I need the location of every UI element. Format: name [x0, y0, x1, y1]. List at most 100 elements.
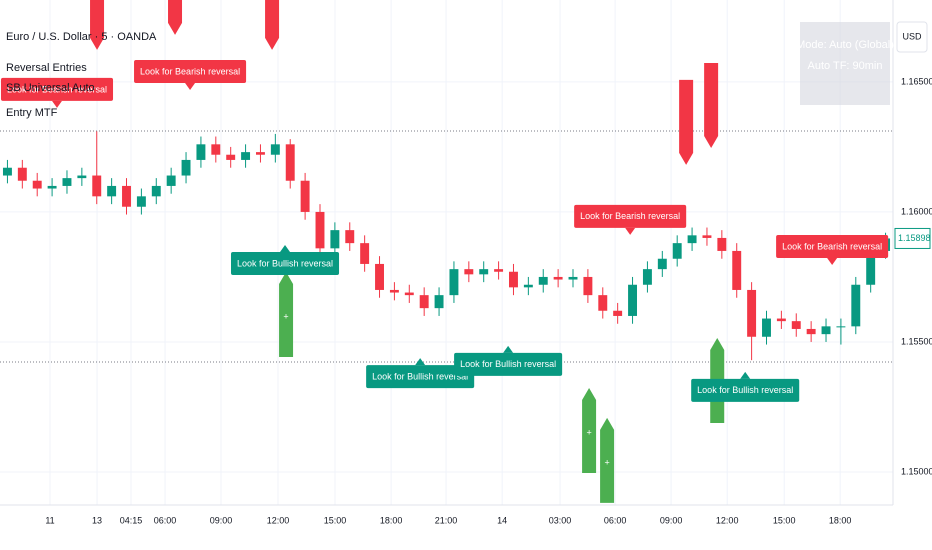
y-tick-label: 1.15000	[901, 466, 932, 476]
annotation: Look for Bullish reversal	[230, 244, 340, 275]
info-box	[800, 22, 890, 105]
chart-title: Euro / U.S. Dollar · 5 · OANDA	[6, 31, 157, 43]
candle-body	[776, 318, 786, 322]
annotation-text: Look for Bullish reversal	[697, 385, 793, 395]
x-tick-label: 09:00	[660, 515, 683, 525]
candle-body	[211, 144, 221, 155]
annotation-pointer	[415, 358, 426, 366]
price-label: 1.15898	[898, 233, 931, 243]
candle-body	[300, 180, 310, 212]
sell-signal	[168, 0, 183, 35]
y-tick-label: 1.16000	[901, 206, 932, 216]
buy-signal	[600, 417, 615, 503]
currency-label[interactable]: USD	[902, 31, 922, 41]
annotation-box	[691, 378, 800, 402]
info-text: Mode: Auto (Global)	[796, 39, 894, 51]
annotation: Look for Bearish reversal	[574, 204, 687, 235]
annotation-pointer	[280, 244, 291, 252]
candle-body	[226, 154, 236, 160]
candle-body	[523, 284, 533, 288]
x-tick-label: 09:00	[210, 515, 233, 525]
annotation-pointer	[185, 82, 196, 90]
candle-body	[32, 180, 42, 189]
candle-body	[598, 295, 608, 311]
annotation-box	[230, 251, 340, 275]
x-tick-label: 15:00	[324, 515, 347, 525]
y-tick-label: 1.16500	[901, 76, 932, 86]
candle-body	[657, 258, 667, 270]
candle-body	[2, 167, 12, 176]
candle-body	[449, 269, 459, 296]
signal-label: +	[283, 311, 288, 321]
candle-body	[672, 243, 682, 259]
candle-body	[136, 196, 146, 207]
annotation-text: Look for Bullish reversal	[372, 371, 468, 381]
candle-body	[538, 276, 548, 285]
annotation-pointer	[827, 257, 838, 265]
candle-body	[360, 243, 370, 264]
candle-body	[255, 152, 265, 155]
candle-body	[151, 185, 161, 197]
annotation: Look for Bullish reversal	[454, 345, 563, 376]
x-tick-label: 13	[92, 515, 102, 525]
x-tick-label: 14	[497, 515, 507, 525]
candle-body	[806, 328, 816, 335]
indicator-name: Reversal Entries	[6, 62, 87, 74]
candle-body	[747, 289, 757, 337]
x-tick-label: 11	[45, 515, 54, 525]
x-tick-label: 04:15	[120, 515, 143, 525]
candle-body	[181, 159, 191, 176]
candle-body	[613, 310, 623, 316]
annotation-text: Look for Bullish reversal	[237, 258, 333, 268]
candle-body	[732, 250, 742, 290]
indicator-name: Entry MTF	[6, 107, 58, 119]
x-tick-label: 12:00	[267, 515, 290, 525]
annotation: Look for Bullish reversal	[691, 371, 800, 402]
x-tick-label: 06:00	[604, 515, 627, 525]
candle-body	[553, 276, 563, 280]
candle-body	[315, 211, 325, 249]
signal-label: +	[604, 457, 609, 467]
candle-body	[702, 235, 712, 238]
info-text: Auto TF: 90min	[808, 60, 883, 72]
annotation-text: Look for Bearish reversal	[580, 211, 680, 221]
candle-body	[166, 175, 176, 186]
x-tick-label: 21:00	[435, 515, 458, 525]
annotation-text: Look for Bearish reversal	[782, 241, 882, 251]
x-tick-label: 18:00	[829, 515, 852, 525]
annotation: Look for Bearish reversal	[0, 77, 114, 108]
candle-body	[568, 276, 578, 280]
candle-body	[92, 175, 102, 197]
annotation-box	[776, 234, 889, 258]
indicator-name: SB Universal Auto	[6, 82, 95, 94]
buy-signal	[279, 272, 294, 358]
candle-body	[47, 185, 57, 189]
y-tick-label: 1.15500	[901, 336, 932, 346]
candle-body	[241, 152, 251, 160]
annotation-box	[134, 59, 247, 83]
candle-body	[509, 271, 518, 288]
annotation-pointer	[503, 345, 514, 353]
annotation-text: Look for Bullish reversal	[460, 359, 556, 369]
candle-body	[851, 284, 861, 327]
candle-body	[717, 237, 727, 251]
annotation-pointer	[740, 371, 751, 379]
candle-body	[687, 235, 697, 244]
sell-signal	[679, 79, 694, 165]
annotation-pointer	[52, 100, 63, 108]
candle-body	[419, 295, 429, 309]
sell-signal	[90, 0, 105, 50]
candle-body	[330, 230, 340, 249]
candle-body	[791, 321, 801, 329]
x-tick-label: 15:00	[773, 515, 796, 525]
price-label-box	[894, 227, 931, 249]
signal-label: +	[586, 427, 591, 437]
candle-body	[389, 289, 399, 293]
annotation-text: Look for Bearish reversal	[7, 84, 107, 94]
candle-body	[762, 318, 771, 337]
x-tick-label: 03:00	[549, 515, 572, 525]
annotation: Look for Bearish reversal	[776, 234, 889, 265]
currency-button[interactable]	[896, 21, 928, 53]
